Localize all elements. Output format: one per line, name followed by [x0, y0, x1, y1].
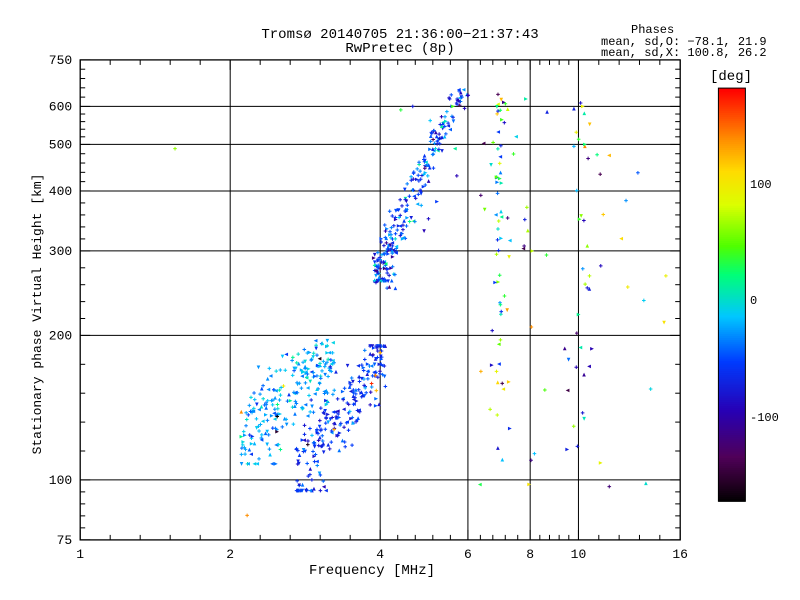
svg-text:0: 0	[750, 294, 757, 308]
svg-text:2: 2	[226, 547, 234, 562]
svg-text:75: 75	[57, 533, 73, 548]
svg-text:300: 300	[49, 244, 72, 259]
svg-text:100: 100	[750, 178, 772, 192]
svg-text:750: 750	[49, 53, 72, 68]
svg-text:500: 500	[49, 137, 72, 152]
svg-text:200: 200	[49, 328, 72, 343]
svg-text:1: 1	[76, 547, 84, 562]
svg-text:RwPretec (8p): RwPretec (8p)	[345, 41, 454, 57]
svg-text:Stationary phase Virtual Heigh: Stationary phase Virtual Height [km]	[30, 174, 45, 455]
svg-text:10: 10	[571, 547, 587, 562]
svg-text:4: 4	[376, 547, 384, 562]
svg-text:8: 8	[526, 547, 534, 562]
svg-text:100: 100	[49, 473, 72, 488]
svg-text:mean, sd,X: 100.8, 26.2: mean, sd,X: 100.8, 26.2	[601, 46, 767, 60]
svg-text:16: 16	[672, 547, 688, 562]
svg-text:600: 600	[49, 99, 72, 114]
svg-text:400: 400	[49, 184, 72, 199]
svg-text:Frequency [MHz]: Frequency [MHz]	[309, 563, 435, 579]
svg-text:6: 6	[464, 547, 472, 562]
svg-text:-100: -100	[750, 411, 779, 425]
svg-text:[deg]: [deg]	[710, 69, 752, 85]
